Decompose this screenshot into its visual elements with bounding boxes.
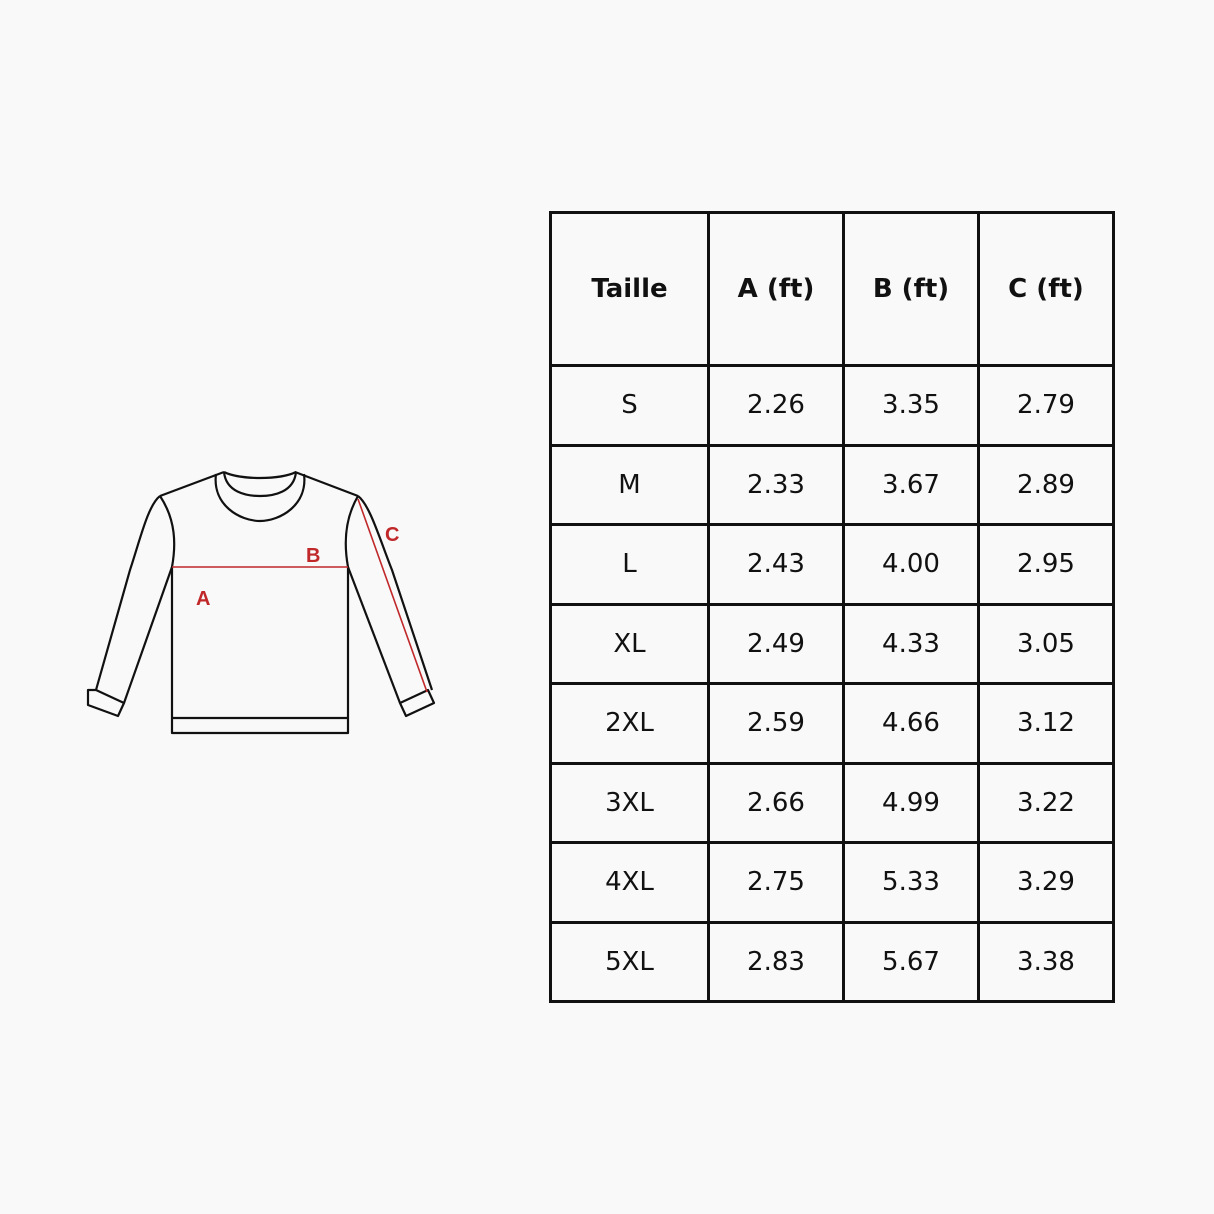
- cell-b: 3.35: [842, 364, 980, 447]
- label-c: C: [385, 524, 399, 546]
- cell-a: 2.26: [707, 364, 845, 447]
- cell-size: 2XL: [549, 682, 710, 765]
- cell-a: 2.75: [707, 841, 845, 924]
- table-row: L 2.43 4.00 2.95: [549, 523, 1115, 606]
- cell-a: 2.33: [707, 443, 845, 526]
- sweater-outline: [86, 470, 436, 735]
- cell-c: 3.05: [977, 602, 1115, 685]
- cell-size: S: [549, 364, 710, 447]
- cell-c: 2.95: [977, 523, 1115, 606]
- cell-b: 4.66: [842, 682, 980, 765]
- size-table: Taille A (ft) B (ft) C (ft) S 2.26 3.35 2.7…: [549, 211, 1115, 1003]
- measure-line-c: [357, 498, 428, 693]
- table-row: S 2.26 3.35 2.79: [549, 364, 1115, 447]
- cell-size: XL: [549, 602, 710, 685]
- cell-c: 2.89: [977, 443, 1115, 526]
- cell-b: 5.67: [842, 920, 980, 1003]
- cell-a: 2.59: [707, 682, 845, 765]
- cell-a: 2.49: [707, 602, 845, 685]
- label-a: A: [196, 588, 210, 610]
- table-row: 2XL 2.59 4.66 3.12: [549, 682, 1115, 765]
- cell-c: 2.79: [977, 364, 1115, 447]
- cell-b: 4.33: [842, 602, 980, 685]
- cell-a: 2.43: [707, 523, 845, 606]
- cell-c: 3.22: [977, 761, 1115, 844]
- header-row: Taille A (ft) B (ft) C (ft): [549, 211, 1115, 367]
- header-b: B (ft): [842, 211, 980, 367]
- table-row: XL 2.49 4.33 3.05: [549, 602, 1115, 685]
- table-row: 5XL 2.83 5.67 3.38: [549, 920, 1115, 1003]
- cell-a: 2.83: [707, 920, 845, 1003]
- cell-b: 4.99: [842, 761, 980, 844]
- sweater-diagram: A B C: [86, 470, 436, 735]
- cell-c: 3.12: [977, 682, 1115, 765]
- table-row: M 2.33 3.67 2.89: [549, 443, 1115, 526]
- cell-size: M: [549, 443, 710, 526]
- table-row: 3XL 2.66 4.99 3.22: [549, 761, 1115, 844]
- cell-b: 5.33: [842, 841, 980, 924]
- cell-a: 2.66: [707, 761, 845, 844]
- header-c: C (ft): [977, 211, 1115, 367]
- label-b: B: [306, 545, 320, 567]
- header-size: Taille: [549, 211, 710, 367]
- cell-size: 4XL: [549, 841, 710, 924]
- cell-size: 3XL: [549, 761, 710, 844]
- cell-size: L: [549, 523, 710, 606]
- table-row: 4XL 2.75 5.33 3.29: [549, 841, 1115, 924]
- cell-b: 3.67: [842, 443, 980, 526]
- cell-c: 3.38: [977, 920, 1115, 1003]
- cell-b: 4.00: [842, 523, 980, 606]
- header-a: A (ft): [707, 211, 845, 367]
- cell-c: 3.29: [977, 841, 1115, 924]
- cell-size: 5XL: [549, 920, 710, 1003]
